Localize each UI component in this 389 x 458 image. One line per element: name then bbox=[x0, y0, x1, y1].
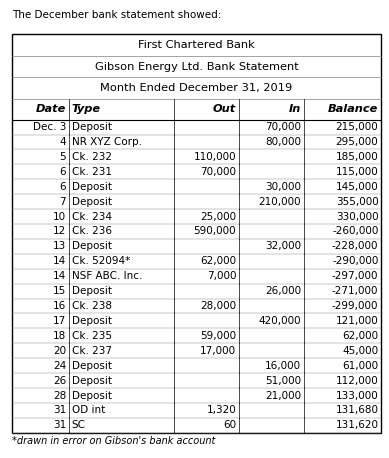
Text: Dec. 3: Dec. 3 bbox=[33, 122, 66, 132]
Text: Out: Out bbox=[213, 104, 236, 114]
Text: 295,000: 295,000 bbox=[336, 137, 378, 147]
Text: 355,000: 355,000 bbox=[336, 196, 378, 207]
Text: Month Ended December 31, 2019: Month Ended December 31, 2019 bbox=[100, 83, 293, 93]
Text: 45,000: 45,000 bbox=[342, 346, 378, 356]
Text: 21,000: 21,000 bbox=[265, 391, 301, 401]
Text: Ck. 234: Ck. 234 bbox=[72, 212, 112, 222]
Text: 15: 15 bbox=[53, 286, 66, 296]
Text: 60: 60 bbox=[223, 420, 236, 431]
Text: 145,000: 145,000 bbox=[336, 182, 378, 192]
Text: OD int: OD int bbox=[72, 405, 105, 415]
Text: Deposit: Deposit bbox=[72, 316, 112, 326]
Text: 30,000: 30,000 bbox=[265, 182, 301, 192]
Text: 61,000: 61,000 bbox=[342, 361, 378, 371]
Text: Ck. 235: Ck. 235 bbox=[72, 331, 112, 341]
Text: 17: 17 bbox=[53, 316, 66, 326]
Text: 6: 6 bbox=[60, 167, 66, 177]
Text: 121,000: 121,000 bbox=[336, 316, 378, 326]
Text: Deposit: Deposit bbox=[72, 391, 112, 401]
Text: 18: 18 bbox=[53, 331, 66, 341]
Text: 70,000: 70,000 bbox=[265, 122, 301, 132]
Text: *drawn in error on Gibson's bank account: *drawn in error on Gibson's bank account bbox=[12, 436, 215, 447]
Text: Deposit: Deposit bbox=[72, 376, 112, 386]
Text: Balance: Balance bbox=[328, 104, 378, 114]
Text: First Chartered Bank: First Chartered Bank bbox=[138, 40, 255, 50]
Text: The December bank statement showed:: The December bank statement showed: bbox=[12, 10, 221, 20]
Text: 62,000: 62,000 bbox=[200, 256, 236, 266]
Text: 13: 13 bbox=[53, 241, 66, 251]
Text: 112,000: 112,000 bbox=[336, 376, 378, 386]
Text: Type: Type bbox=[72, 104, 101, 114]
Text: 131,680: 131,680 bbox=[335, 405, 378, 415]
Text: 590,000: 590,000 bbox=[194, 226, 236, 236]
Text: 16: 16 bbox=[53, 301, 66, 311]
Text: -299,000: -299,000 bbox=[332, 301, 378, 311]
Text: -271,000: -271,000 bbox=[332, 286, 378, 296]
Text: 115,000: 115,000 bbox=[336, 167, 378, 177]
Text: 5: 5 bbox=[60, 152, 66, 162]
Text: 26: 26 bbox=[53, 376, 66, 386]
Text: 25,000: 25,000 bbox=[200, 212, 236, 222]
Text: -290,000: -290,000 bbox=[332, 256, 378, 266]
Text: 110,000: 110,000 bbox=[194, 152, 236, 162]
Text: Deposit: Deposit bbox=[72, 241, 112, 251]
Text: 16,000: 16,000 bbox=[265, 361, 301, 371]
Text: 62,000: 62,000 bbox=[342, 331, 378, 341]
Text: NR XYZ Corp.: NR XYZ Corp. bbox=[72, 137, 142, 147]
Text: 6: 6 bbox=[60, 182, 66, 192]
Text: -260,000: -260,000 bbox=[332, 226, 378, 236]
Text: Deposit: Deposit bbox=[72, 122, 112, 132]
Text: Ck. 238: Ck. 238 bbox=[72, 301, 112, 311]
Text: Ck. 231: Ck. 231 bbox=[72, 167, 112, 177]
Text: -297,000: -297,000 bbox=[332, 271, 378, 281]
Text: 80,000: 80,000 bbox=[265, 137, 301, 147]
Text: 10: 10 bbox=[53, 212, 66, 222]
Text: 210,000: 210,000 bbox=[258, 196, 301, 207]
Text: 59,000: 59,000 bbox=[200, 331, 236, 341]
Text: 31: 31 bbox=[53, 405, 66, 415]
Text: 51,000: 51,000 bbox=[265, 376, 301, 386]
Text: 133,000: 133,000 bbox=[336, 391, 378, 401]
Text: 31: 31 bbox=[53, 420, 66, 431]
Text: 4: 4 bbox=[60, 137, 66, 147]
Text: 1,320: 1,320 bbox=[207, 405, 236, 415]
Text: Deposit: Deposit bbox=[72, 361, 112, 371]
Text: NSF ABC. Inc.: NSF ABC. Inc. bbox=[72, 271, 142, 281]
Text: -228,000: -228,000 bbox=[332, 241, 378, 251]
Text: Ck. 237: Ck. 237 bbox=[72, 346, 112, 356]
Text: 7,000: 7,000 bbox=[207, 271, 236, 281]
Text: 28,000: 28,000 bbox=[200, 301, 236, 311]
Text: In: In bbox=[289, 104, 301, 114]
Text: Gibson Energy Ltd. Bank Statement: Gibson Energy Ltd. Bank Statement bbox=[95, 62, 298, 71]
Text: Ck. 52094*: Ck. 52094* bbox=[72, 256, 130, 266]
Text: 17,000: 17,000 bbox=[200, 346, 236, 356]
Text: 28: 28 bbox=[53, 391, 66, 401]
Text: 70,000: 70,000 bbox=[200, 167, 236, 177]
Text: 14: 14 bbox=[53, 256, 66, 266]
Text: 185,000: 185,000 bbox=[336, 152, 378, 162]
Text: 26,000: 26,000 bbox=[265, 286, 301, 296]
Text: 24: 24 bbox=[53, 361, 66, 371]
Text: Deposit: Deposit bbox=[72, 196, 112, 207]
Text: Date: Date bbox=[36, 104, 66, 114]
Text: 32,000: 32,000 bbox=[265, 241, 301, 251]
Text: Ck. 232: Ck. 232 bbox=[72, 152, 112, 162]
Text: 12: 12 bbox=[53, 226, 66, 236]
Text: 14: 14 bbox=[53, 271, 66, 281]
Text: 420,000: 420,000 bbox=[258, 316, 301, 326]
Text: 215,000: 215,000 bbox=[336, 122, 378, 132]
Text: Ck. 236: Ck. 236 bbox=[72, 226, 112, 236]
Text: 20: 20 bbox=[53, 346, 66, 356]
Text: 330,000: 330,000 bbox=[336, 212, 378, 222]
Text: Deposit: Deposit bbox=[72, 182, 112, 192]
Text: 7: 7 bbox=[60, 196, 66, 207]
Text: 131,620: 131,620 bbox=[335, 420, 378, 431]
Text: SC: SC bbox=[72, 420, 86, 431]
Text: Deposit: Deposit bbox=[72, 286, 112, 296]
